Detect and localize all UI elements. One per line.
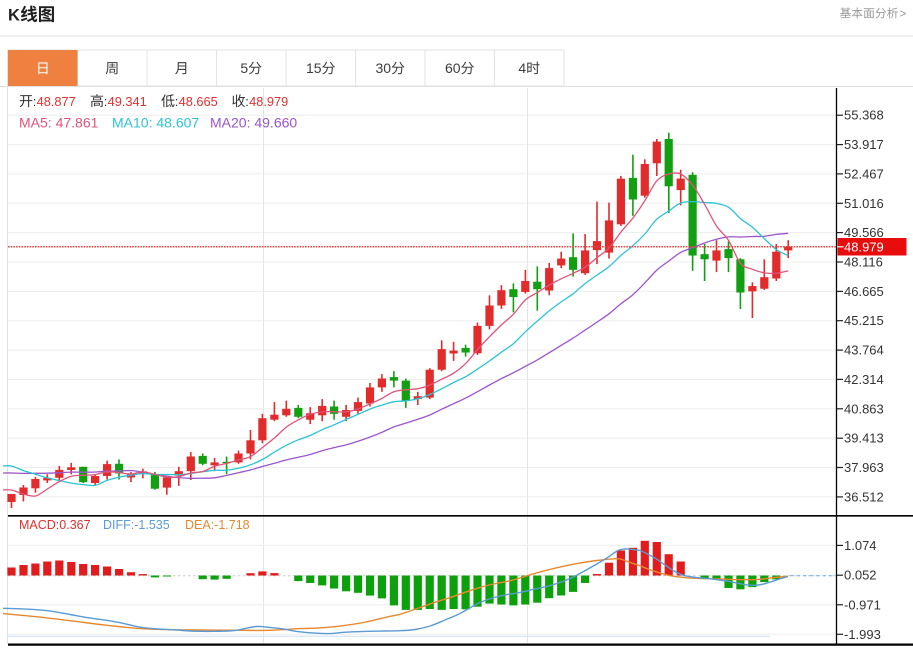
svg-text:MA5: 47.861: MA5: 47.861 xyxy=(19,115,99,131)
svg-text:48.877: 48.877 xyxy=(37,94,76,109)
svg-text:53.917: 53.917 xyxy=(844,137,884,152)
svg-text:48.665: 48.665 xyxy=(179,94,218,109)
svg-text:60: 60 xyxy=(445,60,461,76)
svg-text::: : xyxy=(33,94,37,109)
svg-text:48.116: 48.116 xyxy=(844,255,883,270)
svg-text::: : xyxy=(245,94,249,109)
svg-text:1.074: 1.074 xyxy=(844,538,877,553)
svg-text:48.979: 48.979 xyxy=(249,94,288,109)
svg-text:46.665: 46.665 xyxy=(844,284,884,299)
svg-text:4: 4 xyxy=(518,60,526,76)
svg-text:43.764: 43.764 xyxy=(844,343,884,358)
svg-text:36.512: 36.512 xyxy=(844,489,884,504)
svg-text:K: K xyxy=(8,7,20,25)
svg-text:MA10: 48.607: MA10: 48.607 xyxy=(112,115,199,131)
svg-text:0.052: 0.052 xyxy=(844,568,877,583)
svg-text:37.963: 37.963 xyxy=(844,460,884,475)
svg-text:49.341: 49.341 xyxy=(108,94,147,109)
svg-text:15: 15 xyxy=(306,60,322,76)
svg-text::: : xyxy=(175,94,179,109)
svg-text:DIFF:-1.535: DIFF:-1.535 xyxy=(103,518,170,532)
svg-text:48.979: 48.979 xyxy=(844,239,884,254)
svg-text::: : xyxy=(104,94,108,109)
svg-text:55.368: 55.368 xyxy=(844,108,884,123)
svg-text:-1.993: -1.993 xyxy=(844,627,881,642)
svg-text:45.215: 45.215 xyxy=(844,313,884,328)
svg-text:>: > xyxy=(900,6,907,20)
svg-text:42.314: 42.314 xyxy=(844,372,884,387)
svg-text:MACD:0.367: MACD:0.367 xyxy=(19,518,91,532)
svg-text:5: 5 xyxy=(240,60,248,76)
svg-text:49.566: 49.566 xyxy=(844,225,884,240)
svg-text:30: 30 xyxy=(376,60,392,76)
svg-text:MA20: 49.660: MA20: 49.660 xyxy=(210,115,297,131)
svg-text:39.413: 39.413 xyxy=(844,431,884,446)
svg-text:DEA:-1.718: DEA:-1.718 xyxy=(185,518,250,532)
svg-text:-0.971: -0.971 xyxy=(844,597,881,612)
svg-text:40.863: 40.863 xyxy=(844,401,884,416)
svg-text:52.467: 52.467 xyxy=(844,166,884,181)
svg-text:51.016: 51.016 xyxy=(844,196,884,211)
